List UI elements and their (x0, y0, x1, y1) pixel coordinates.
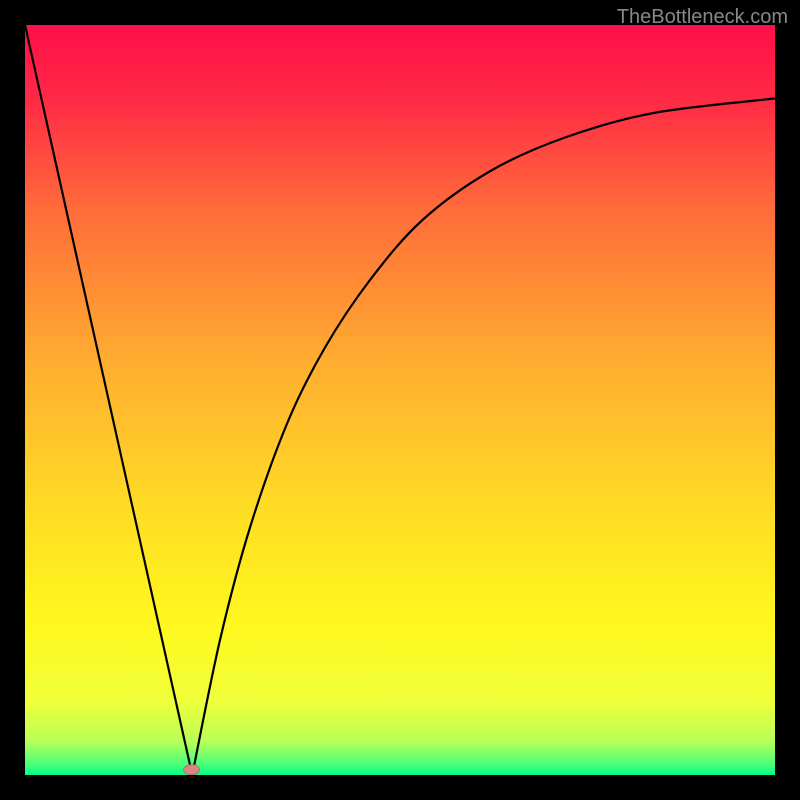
bottleneck-curve (25, 25, 775, 775)
watermark-text: TheBottleneck.com (617, 6, 788, 29)
minimum-marker (184, 765, 200, 775)
chart-container: TheBottleneck.com (0, 0, 800, 800)
plot-area (25, 25, 775, 775)
curve-layer (25, 25, 775, 775)
